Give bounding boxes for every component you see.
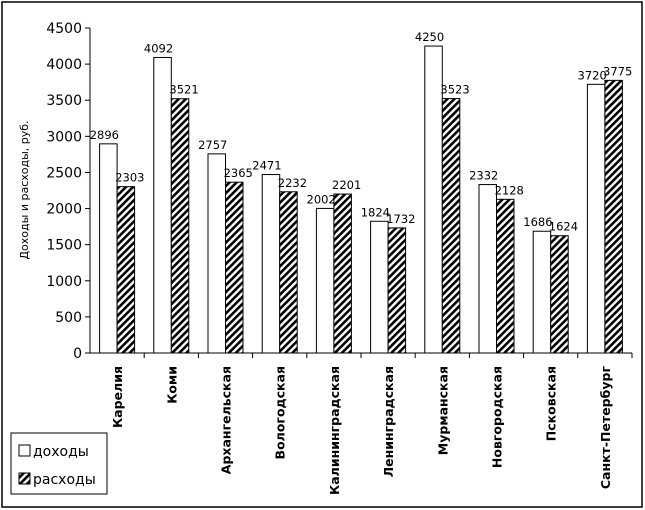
x-category-label: Ленинградская	[381, 366, 396, 477]
data-label: 2201	[332, 178, 361, 192]
data-label: 2365	[224, 166, 253, 180]
x-category-label: Калининградская	[327, 366, 342, 495]
data-label: 1732	[386, 212, 415, 226]
data-label: 1824	[361, 205, 390, 219]
bar-expense	[279, 191, 298, 354]
legend-swatch-expense	[18, 472, 31, 485]
y-tick-label: 2000	[46, 202, 82, 218]
x-category-label: Псковская	[544, 366, 559, 441]
x-category-label: Карелия	[110, 366, 125, 428]
data-label: 3720	[578, 68, 607, 82]
data-label: 1686	[523, 215, 552, 229]
legend-label: доходы	[33, 444, 89, 460]
bar-expense	[496, 198, 515, 354]
legend-swatch-income	[18, 444, 31, 457]
data-label: 4250	[415, 30, 444, 44]
y-tick-label: 0	[73, 346, 82, 362]
bar-income	[478, 184, 497, 354]
y-tick-label: 500	[55, 310, 82, 326]
data-label: 2896	[90, 128, 119, 142]
data-label: 1624	[549, 220, 578, 234]
data-label: 3775	[603, 64, 632, 78]
bar-income	[315, 207, 335, 354]
bar-expense	[550, 235, 569, 354]
bar-expense	[170, 98, 190, 354]
bar-income	[532, 230, 552, 354]
data-label: 2303	[115, 171, 144, 185]
bar-income	[153, 56, 172, 354]
y-tick-label: 1000	[46, 274, 82, 290]
data-label: 3521	[169, 83, 198, 97]
y-tick-label: 1500	[46, 238, 82, 254]
data-label: 2757	[198, 138, 227, 152]
bar-expense	[441, 98, 461, 354]
y-tick-label: 3000	[46, 129, 82, 145]
bar-income	[207, 153, 226, 354]
y-tick-label: 4500	[46, 21, 82, 37]
bar-income	[586, 83, 606, 354]
data-label: 4092	[144, 41, 173, 55]
data-label: 2002	[307, 192, 336, 206]
y-tick-label: 4000	[46, 57, 82, 73]
data-label: 2232	[278, 176, 307, 190]
bar-expense	[225, 181, 244, 354]
legend: доходы расходы	[10, 432, 108, 495]
data-label: 2128	[495, 183, 524, 197]
y-tick-label: 3500	[46, 93, 82, 109]
plot-area: 0 500 1000 1500 2000 2500 3000 3500 4000 4500 2896…	[46, 21, 633, 495]
bar-expense	[333, 193, 352, 354]
y-axis-label: Доходы и расходы, руб.	[18, 120, 31, 259]
data-label: 2332	[469, 169, 498, 183]
bar-expense	[387, 227, 407, 354]
data-label: 2471	[252, 159, 281, 173]
legend-label: расходы	[33, 472, 96, 488]
x-category-label: Вологодская	[273, 366, 288, 459]
bar-income	[261, 174, 281, 354]
data-label: 3523	[440, 83, 469, 97]
x-category-label: Санкт-Петербург	[598, 366, 613, 490]
x-category-label: Новгородская	[490, 366, 505, 468]
bar-income	[370, 220, 389, 354]
bar-expense	[116, 186, 136, 354]
y-tick-label: 2500	[46, 165, 82, 181]
x-category-label: Мурманская	[435, 366, 450, 455]
x-category-label: Архангельская	[219, 366, 234, 474]
bar-expense	[604, 79, 623, 354]
x-category-label: Коми	[164, 366, 179, 404]
